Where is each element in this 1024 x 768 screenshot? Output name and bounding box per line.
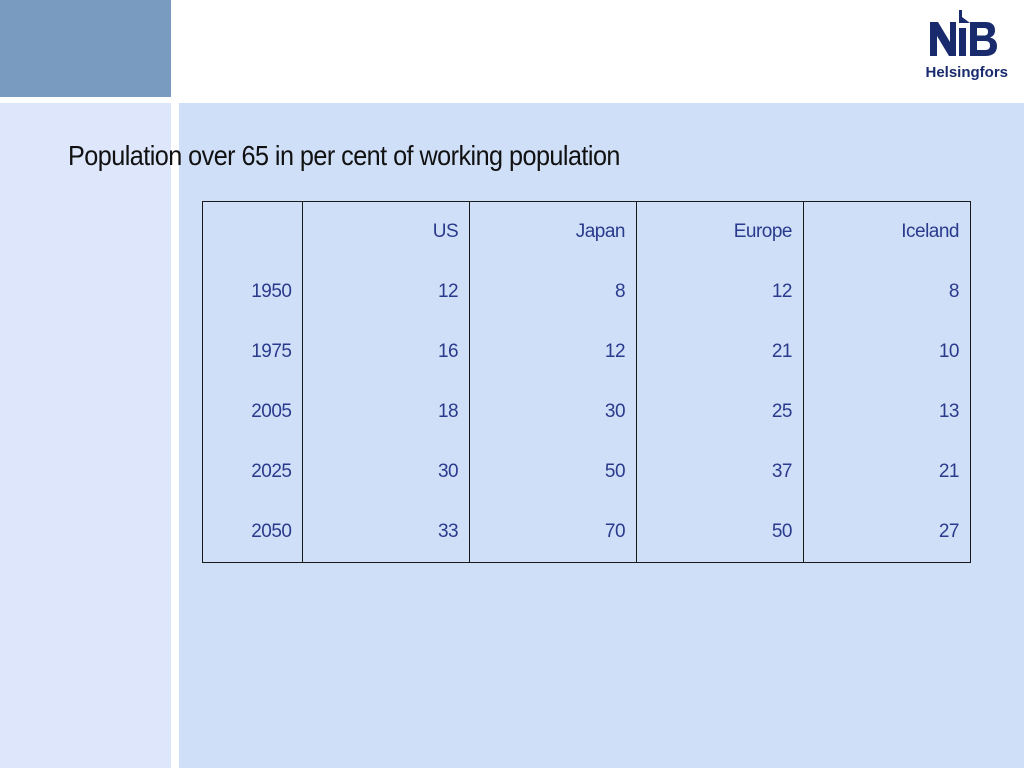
logo-letter-i [959, 28, 966, 56]
table-cell: 25 [636, 382, 804, 442]
nib-logo: Helsingfors [912, 6, 1008, 82]
table-header-row: US Japan Europe Iceland [201, 201, 971, 262]
table-cell: 8 [469, 262, 638, 322]
logo-caption: Helsingfors [925, 64, 1008, 81]
table-row: 1950 12 8 12 8 [201, 262, 971, 322]
table-cell: 21 [803, 442, 971, 502]
table-cell: 50 [469, 442, 638, 502]
table-row: 1975 16 12 21 10 [201, 322, 971, 382]
table-header-cell [201, 201, 304, 262]
table-row: 2025 30 50 37 21 [201, 442, 971, 502]
left-decoration-strip [0, 103, 171, 768]
table-cell: 30 [302, 442, 471, 502]
table-cell: 70 [469, 502, 638, 563]
table-header-cell: Japan [469, 201, 638, 262]
nib-logo-mark-icon [930, 10, 997, 56]
table-cell-year: 1950 [201, 262, 304, 322]
population-table: US Japan Europe Iceland 1950 12 8 12 8 1… [201, 201, 971, 563]
table-row: 2050 33 70 50 27 [201, 502, 971, 563]
table-cell: 8 [803, 262, 971, 322]
table-cell: 37 [636, 442, 804, 502]
table-row: 2005 18 30 25 13 [201, 382, 971, 442]
table-cell: 30 [469, 382, 638, 442]
table-cell: 33 [302, 502, 471, 563]
table-cell: 21 [636, 322, 804, 382]
table-cell: 12 [302, 262, 471, 322]
table-cell: 12 [636, 262, 804, 322]
table-header-cell: Iceland [803, 201, 971, 262]
table-cell-year: 2005 [201, 382, 304, 442]
table-cell-year: 2050 [201, 502, 304, 563]
table-cell: 18 [302, 382, 471, 442]
table-cell-year: 2025 [201, 442, 304, 502]
table-cell-year: 1975 [201, 322, 304, 382]
table-cell: 13 [803, 382, 971, 442]
table-header-cell: Europe [636, 201, 804, 262]
table-cell: 12 [469, 322, 638, 382]
table-cell: 50 [636, 502, 804, 563]
table-cell: 10 [803, 322, 971, 382]
corner-decoration-block [0, 0, 171, 97]
logo-letter-b [970, 22, 997, 56]
table-header-cell: US [302, 201, 471, 262]
logo-letter-n [930, 22, 956, 56]
table-cell: 27 [803, 502, 971, 563]
table-cell: 16 [302, 322, 471, 382]
slide-title: Population over 65 in per cent of workin… [68, 140, 620, 171]
logo-flag [959, 10, 970, 23]
